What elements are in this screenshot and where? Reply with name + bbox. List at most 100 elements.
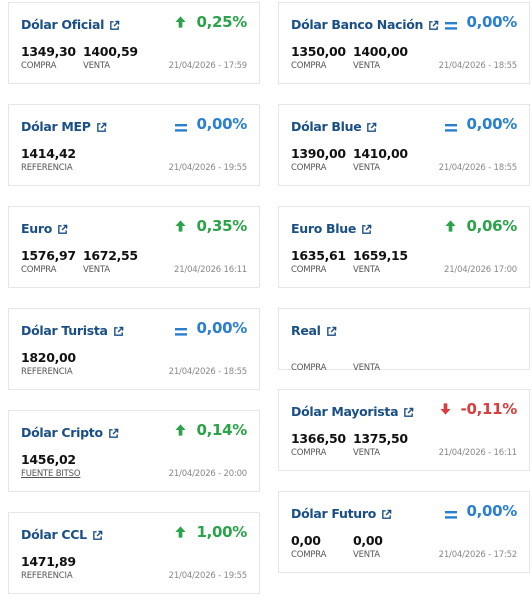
variation-indicator: 0,25% bbox=[174, 13, 247, 31]
quote-title-link[interactable]: Real bbox=[291, 323, 337, 338]
quote-title-link[interactable]: Euro bbox=[21, 221, 68, 236]
arrow-up-icon bbox=[444, 219, 458, 233]
variation-indicator: 0,00% bbox=[444, 13, 517, 31]
variation-indicator: 0,00% bbox=[444, 502, 517, 520]
price-label: VENTA bbox=[83, 265, 110, 275]
variation-percent: 0,35% bbox=[196, 217, 247, 235]
update-timestamp: 21/04/2026 - 19:55 bbox=[168, 163, 248, 173]
price-label: COMPRA bbox=[291, 163, 327, 173]
price-value: 1659,15 bbox=[353, 248, 408, 263]
variation-percent: -0,11% bbox=[460, 400, 518, 418]
update-timestamp: 21/04/2026 17:00 bbox=[444, 265, 517, 275]
variation-indicator: 1,00% bbox=[174, 523, 247, 541]
quote-value-venta: 1375,50 VENTA bbox=[353, 431, 421, 458]
quote-title-link[interactable]: Dólar Cripto bbox=[21, 425, 119, 440]
variation-percent: 0,00% bbox=[466, 13, 517, 31]
quote-title: Dólar MEP bbox=[21, 119, 91, 134]
quote-card-dolar-mayorista: Dólar Mayorista -0,11% 1366,50 COMPRA 1375,5… bbox=[278, 389, 530, 471]
arrow-up-icon bbox=[174, 15, 188, 29]
quote-title: Dólar Banco Nación bbox=[291, 17, 424, 32]
price-value: 0,00 bbox=[353, 533, 383, 548]
variation-percent: 0,25% bbox=[196, 13, 247, 31]
quote-card-dolar-cripto: Dólar Cripto 0,14% 1456,02 FUENTE BITSO 21/0… bbox=[8, 410, 260, 492]
quote-title-link[interactable]: Dólar CCL bbox=[21, 527, 103, 542]
source-link[interactable]: FUENTE BITSO bbox=[21, 469, 81, 479]
quote-title-link[interactable]: Euro Blue bbox=[291, 221, 372, 236]
quote-title-link[interactable]: Dólar Banco Nación bbox=[291, 17, 439, 32]
price-value: 1471,89 bbox=[21, 554, 76, 569]
quote-value-referencia: 1471,89 REFERENCIA bbox=[21, 554, 141, 581]
quote-card-dolar-banco-nacion: Dólar Banco Nación 0,00% 1350,00 COMPRA 1400… bbox=[278, 2, 530, 84]
quote-values: 1576,97 COMPRA 1672,55 VENTA bbox=[21, 248, 151, 275]
variation-percent: 0,00% bbox=[466, 115, 517, 133]
variation-percent: 1,00% bbox=[196, 523, 247, 541]
price-value: 0,00 bbox=[291, 533, 321, 548]
variation-percent: 0,00% bbox=[466, 502, 517, 520]
quote-card-euro-blue: Euro Blue 0,06% 1635,61 COMPRA 1659,15 VENTA 2… bbox=[278, 206, 530, 288]
quote-title: Dólar Blue bbox=[291, 119, 362, 134]
variation-percent: 0,14% bbox=[196, 421, 247, 439]
variation-indicator: 0,00% bbox=[174, 319, 247, 337]
update-timestamp: 21/04/2026 - 16:11 bbox=[438, 448, 518, 458]
external-link-icon bbox=[108, 427, 119, 438]
update-timestamp: 21/04/2026 - 20:00 bbox=[168, 469, 248, 479]
quote-title-link[interactable]: Dólar Blue bbox=[291, 119, 377, 134]
quote-title-link[interactable]: Dólar MEP bbox=[21, 119, 107, 134]
price-label: COMPRA bbox=[21, 265, 57, 275]
external-link-icon bbox=[361, 223, 372, 234]
external-link-icon bbox=[57, 223, 68, 234]
update-timestamp: 21/04/2026 - 17:59 bbox=[168, 61, 248, 71]
price-label: VENTA bbox=[83, 61, 110, 71]
price-label: REFERENCIA bbox=[21, 571, 73, 581]
quote-title-link[interactable]: Dólar Oficial bbox=[21, 17, 120, 32]
quote-card-dolar-turista: Dólar Turista 0,00% 1820,00 REFERENCIA 21/04… bbox=[8, 308, 260, 390]
quote-title: Dólar CCL bbox=[21, 527, 87, 542]
quote-value-compra: 0,00 COMPRA bbox=[291, 533, 353, 560]
update-timestamp: 21/04/2026 - 17:52 bbox=[438, 550, 518, 560]
quote-title-link[interactable]: Dólar Mayorista bbox=[291, 404, 414, 419]
price-label: COMPRA bbox=[291, 363, 327, 373]
variation-indicator: 0,35% bbox=[174, 217, 247, 235]
external-link-icon bbox=[403, 406, 414, 417]
price-label: VENTA bbox=[353, 163, 380, 173]
external-link-icon bbox=[366, 121, 377, 132]
price-value: 1366,50 bbox=[291, 431, 346, 446]
variation-indicator: -0,11% bbox=[439, 400, 517, 418]
quote-title: Dólar Oficial bbox=[21, 17, 105, 32]
price-value: 1414,42 bbox=[21, 146, 76, 161]
quote-title-link[interactable]: Dólar Turista bbox=[21, 323, 124, 338]
price-value: 1350,00 bbox=[291, 44, 346, 59]
quote-values: 1349,30 COMPRA 1400,59 VENTA bbox=[21, 44, 151, 71]
quote-value-referencia: 1820,00 REFERENCIA bbox=[21, 350, 141, 377]
equal-icon bbox=[444, 119, 458, 132]
price-value: 1400,00 bbox=[353, 44, 408, 59]
variation-percent: 0,00% bbox=[196, 115, 247, 133]
quote-title-link[interactable]: Dólar Futuro bbox=[291, 506, 392, 521]
external-link-icon bbox=[326, 325, 337, 336]
price-value: 1349,30 bbox=[21, 44, 76, 59]
variation-indicator: 0,06% bbox=[444, 217, 517, 235]
quote-values: 1414,42 REFERENCIA bbox=[21, 146, 141, 173]
quote-values: COMPRA VENTA bbox=[291, 346, 421, 373]
quote-value-compra: 1635,61 COMPRA bbox=[291, 248, 353, 275]
quote-card-euro: Euro 0,35% 1576,97 COMPRA 1672,55 VENTA 21/04/… bbox=[8, 206, 260, 288]
quote-value-compra: 1366,50 COMPRA bbox=[291, 431, 353, 458]
quote-values: 0,00 COMPRA 0,00 VENTA bbox=[291, 533, 421, 560]
quote-value-venta: 1672,55 VENTA bbox=[83, 248, 151, 275]
equal-icon bbox=[444, 506, 458, 519]
update-timestamp: 21/04/2026 - 19:55 bbox=[168, 571, 248, 581]
price-label: VENTA bbox=[353, 550, 380, 560]
variation-indicator: 0,00% bbox=[174, 115, 247, 133]
quote-card-dolar-ccl: Dólar CCL 1,00% 1471,89 REFERENCIA 21/04/202… bbox=[8, 512, 260, 594]
quote-values: 1820,00 REFERENCIA bbox=[21, 350, 141, 377]
price-label: VENTA bbox=[353, 363, 380, 373]
price-label: REFERENCIA bbox=[21, 367, 73, 377]
external-link-icon bbox=[428, 19, 439, 30]
price-value: 1456,02 bbox=[21, 452, 76, 467]
quote-values: 1390,00 COMPRA 1410,00 VENTA bbox=[291, 146, 421, 173]
quote-values: 1366,50 COMPRA 1375,50 VENTA bbox=[291, 431, 421, 458]
quote-card-dolar-oficial: Dólar Oficial 0,25% 1349,30 COMPRA 1400,59 VE… bbox=[8, 2, 260, 84]
price-label: COMPRA bbox=[291, 448, 327, 458]
price-value: 1635,61 bbox=[291, 248, 346, 263]
price-value bbox=[353, 346, 421, 361]
